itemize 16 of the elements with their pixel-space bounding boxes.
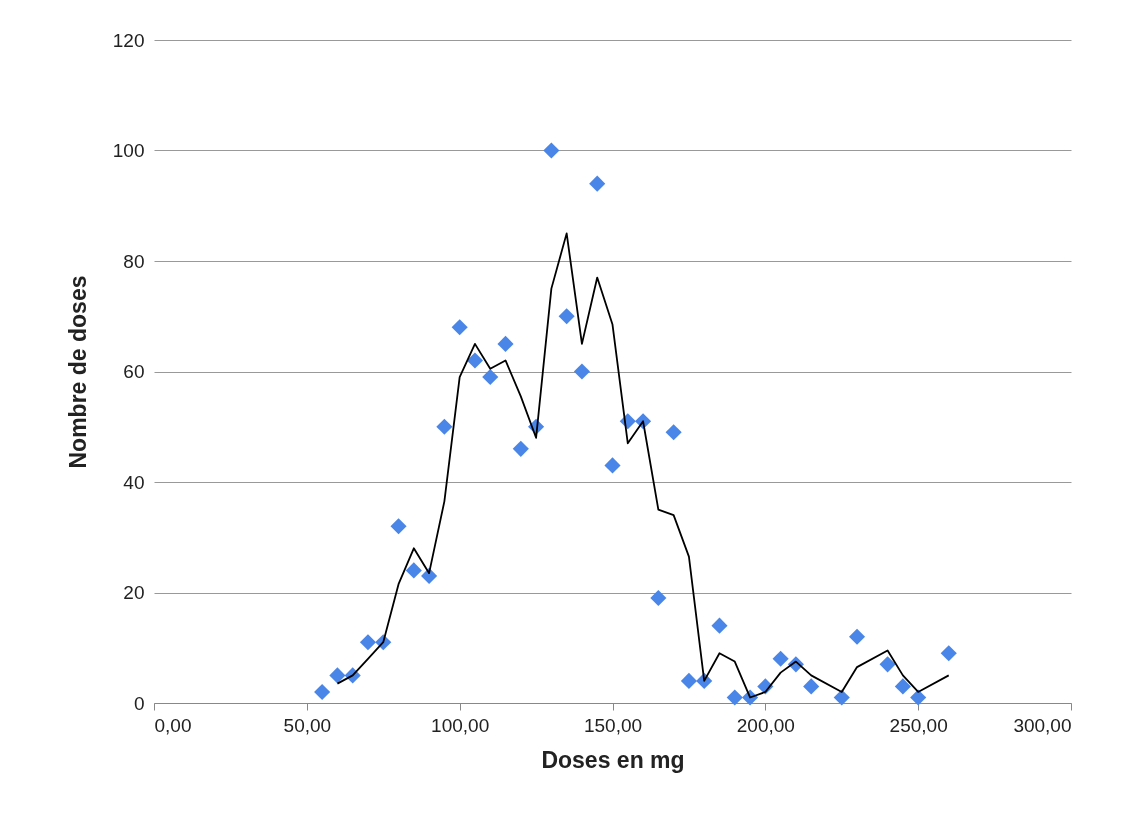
y-axis-title: Nombre de doses xyxy=(64,275,91,469)
x-tick-label: 0,00 xyxy=(154,714,192,736)
x-axis-title: Doses en mg xyxy=(541,746,685,773)
y-tick-label: 20 xyxy=(123,582,145,603)
x-tick-label: 150,00 xyxy=(583,714,643,736)
x-tick-label: 250,00 xyxy=(889,714,948,736)
x-tick-label: 200,00 xyxy=(736,714,795,736)
x-tick-label: 300,00 xyxy=(1013,714,1072,736)
y-tick-label: 120 xyxy=(112,29,145,51)
y-tick-label: 60 xyxy=(123,361,145,382)
y-tick-label: 80 xyxy=(123,250,145,272)
y-tick-label: 100 xyxy=(112,140,145,161)
x-tick-label: 50,00 xyxy=(283,714,332,736)
y-tick-label: 40 xyxy=(123,471,145,493)
y-tick-label: 0 xyxy=(133,692,145,714)
x-tick-label: 100,00 xyxy=(431,714,490,736)
